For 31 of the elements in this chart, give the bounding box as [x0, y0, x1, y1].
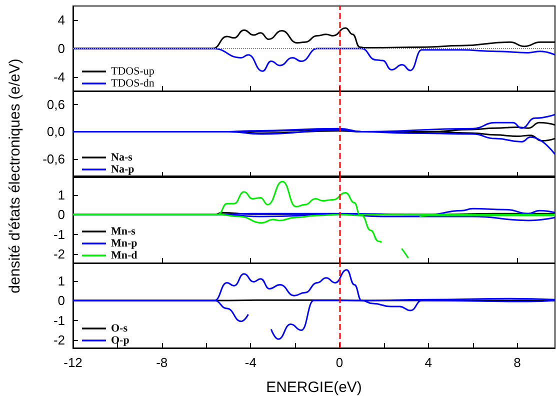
y-tick-label: 0,0 [46, 124, 65, 140]
y-tick-label: 0 [58, 293, 65, 308]
y-tick-label: -2 [53, 246, 65, 262]
y-tick-label: 0 [58, 41, 65, 56]
y-axis-title: densité d'états électroniques (e/eV) [6, 58, 24, 294]
y-tick-label: -0,6 [42, 151, 65, 166]
y-tick-label: -2 [53, 332, 65, 348]
x-tick-label: -8 [156, 355, 168, 370]
legend-label: Mn-d [111, 250, 138, 262]
x-tick-label: -4 [244, 355, 256, 370]
legend-label: Mn-s [111, 226, 136, 238]
y-tick-label: -1 [53, 226, 65, 242]
x-axis-title: ENERGIE(eV) [266, 379, 362, 396]
y-tick-label: 0 [58, 207, 65, 222]
y-tick-label: -4 [53, 69, 65, 84]
legend-label: TDOS-up [111, 66, 155, 78]
legend-label: O-s [111, 322, 128, 334]
legend-label: TDOS-dn [111, 78, 155, 90]
y-tick-label: 4 [58, 12, 65, 28]
y-tick-label: -1 [53, 312, 65, 328]
y-tick-label: 1 [58, 273, 65, 288]
legend-label: Na-s [111, 152, 134, 164]
y-tick-label: 0,6 [46, 97, 65, 112]
legend-label: Mn-p [111, 238, 138, 250]
x-tick-label: 0 [336, 355, 344, 370]
x-tick-label: 8 [514, 355, 521, 370]
legend-label: Na-p [111, 164, 134, 176]
x-tick-label: -12 [64, 355, 82, 370]
y-tick-label: 1 [58, 187, 65, 202]
x-tick-label: 4 [424, 355, 432, 370]
legend-label: O-p [111, 334, 130, 346]
